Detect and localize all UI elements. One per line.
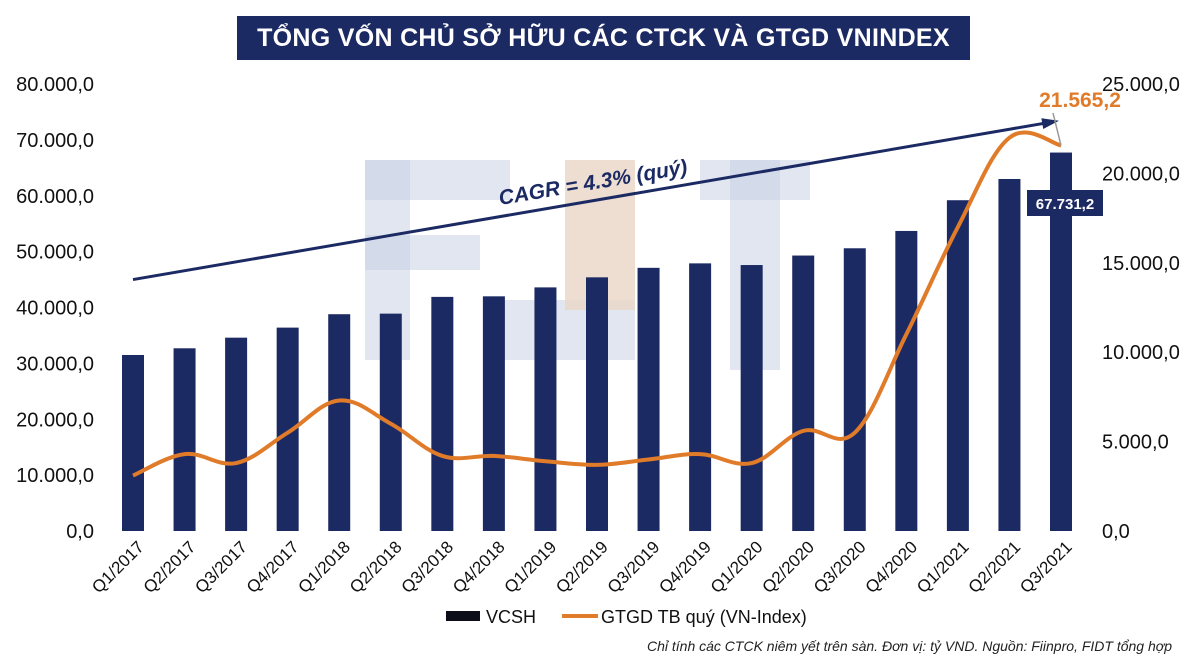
y-right-tick-label: 0,0 (1102, 521, 1130, 543)
bar-q1-2018 (328, 314, 351, 531)
x-tick-label: Q2/2019 (552, 537, 612, 597)
x-tick-label: Q2/2021 (965, 537, 1025, 597)
footnote: Chỉ tính các CTCK niêm yết trên sàn. Đơn… (646, 638, 1172, 654)
bar-q3-2018 (431, 296, 454, 531)
x-tick-label: Q4/2018 (449, 537, 509, 597)
bar-q2-2017 (173, 348, 196, 531)
y-left-tick-label: 80.000,0 (16, 74, 94, 96)
bar-q3-2019 (637, 267, 660, 531)
y-right-tick-label: 15.000,0 (1102, 253, 1180, 275)
bar-q1-2021 (946, 200, 969, 531)
trend-line (132, 119, 1056, 282)
x-tick-label: Q1/2018 (294, 537, 354, 597)
bar-q2-2019 (586, 277, 608, 531)
y-left-tick-label: 10.000,0 (16, 465, 94, 487)
y-left-tick-label: 20.000,0 (16, 409, 94, 431)
y-right-tick-label: 25.000,0 (1102, 74, 1180, 96)
bar-q4-2019 (689, 263, 712, 531)
y-axis-left: 0,0 10.000,0 20.000,0 30.000,0 40.000,0 50.00… (16, 74, 94, 543)
legend-swatch-vcsh (446, 611, 480, 621)
y-axis-right: 0,0 5.000,0 10.000,0 15.000,0 20.000,0 25.000… (1102, 74, 1180, 543)
x-axis: Q1/2017Q2/2017Q3/2017Q4/2017Q1/2018Q2/20… (88, 537, 1076, 597)
chart-title: TỔNG VỐN CHỦ SỞ HỮU CÁC CTCK VÀ GTGD VNI… (237, 16, 970, 60)
y-left-tick-label: 0,0 (66, 521, 94, 543)
bar-q4-2018 (482, 296, 505, 531)
x-tick-label: Q3/2017 (191, 537, 251, 597)
y-left-tick-label: 50.000,0 (16, 242, 94, 264)
x-tick-label: Q2/2017 (140, 537, 200, 597)
x-tick-label: Q3/2019 (604, 537, 664, 597)
x-tick-label: Q4/2017 (243, 537, 303, 597)
bar-q3-2021 (1050, 152, 1072, 531)
x-tick-label: Q1/2017 (88, 537, 148, 597)
y-left-tick-label: 70.000,0 (16, 130, 94, 152)
last-bar-label-box (1027, 190, 1103, 216)
y-left-tick-label: 40.000,0 (16, 298, 94, 320)
bar-q1-2017 (122, 354, 144, 531)
x-tick-label: Q2/2020 (758, 537, 818, 597)
bar-q3-2017 (225, 337, 248, 531)
bar-q3-2020 (843, 248, 866, 531)
bar-series-vcsh (122, 152, 1072, 532)
legend-label-vcsh: VCSH (486, 607, 536, 627)
line-gtgd-path (132, 130, 1062, 478)
legend-label-gtgd: GTGD TB quý (VN-Index) (601, 607, 807, 627)
y-left-tick-label: 30.000,0 (16, 353, 94, 375)
line-series-gtgd (132, 130, 1062, 478)
bar-q4-2020 (895, 230, 918, 532)
bar-q1-2020 (740, 265, 763, 531)
bar-q2-2020 (792, 255, 815, 531)
x-tick-label: Q3/2020 (810, 537, 870, 597)
y-right-tick-label: 20.000,0 (1102, 163, 1180, 185)
x-tick-label: Q3/2021 (1016, 537, 1076, 597)
x-tick-label: Q1/2021 (913, 537, 973, 597)
bar-q2-2021 (998, 178, 1021, 532)
bar-q4-2017 (276, 327, 299, 531)
legend: VCSH GTGD TB quý (VN-Index) (446, 607, 807, 627)
x-tick-label: Q3/2018 (398, 537, 458, 597)
y-left-tick-label: 60.000,0 (16, 186, 94, 208)
x-tick-label: Q4/2020 (862, 537, 922, 597)
watermark-shape (365, 235, 480, 270)
last-line-value-label: 21.565,2 (1039, 89, 1121, 112)
x-tick-label: Q2/2018 (346, 537, 406, 597)
x-tick-label: Q1/2019 (501, 537, 561, 597)
x-tick-label: Q4/2019 (655, 537, 715, 597)
y-right-tick-label: 10.000,0 (1102, 342, 1180, 364)
y-right-tick-label: 5.000,0 (1102, 432, 1169, 454)
x-tick-label: Q1/2020 (707, 537, 767, 597)
watermark-shape (365, 160, 510, 200)
bar-q1-2019 (534, 287, 557, 531)
last-bar-value-label: 67.731,2 (1036, 196, 1094, 213)
last-line-leader (1052, 112, 1062, 146)
